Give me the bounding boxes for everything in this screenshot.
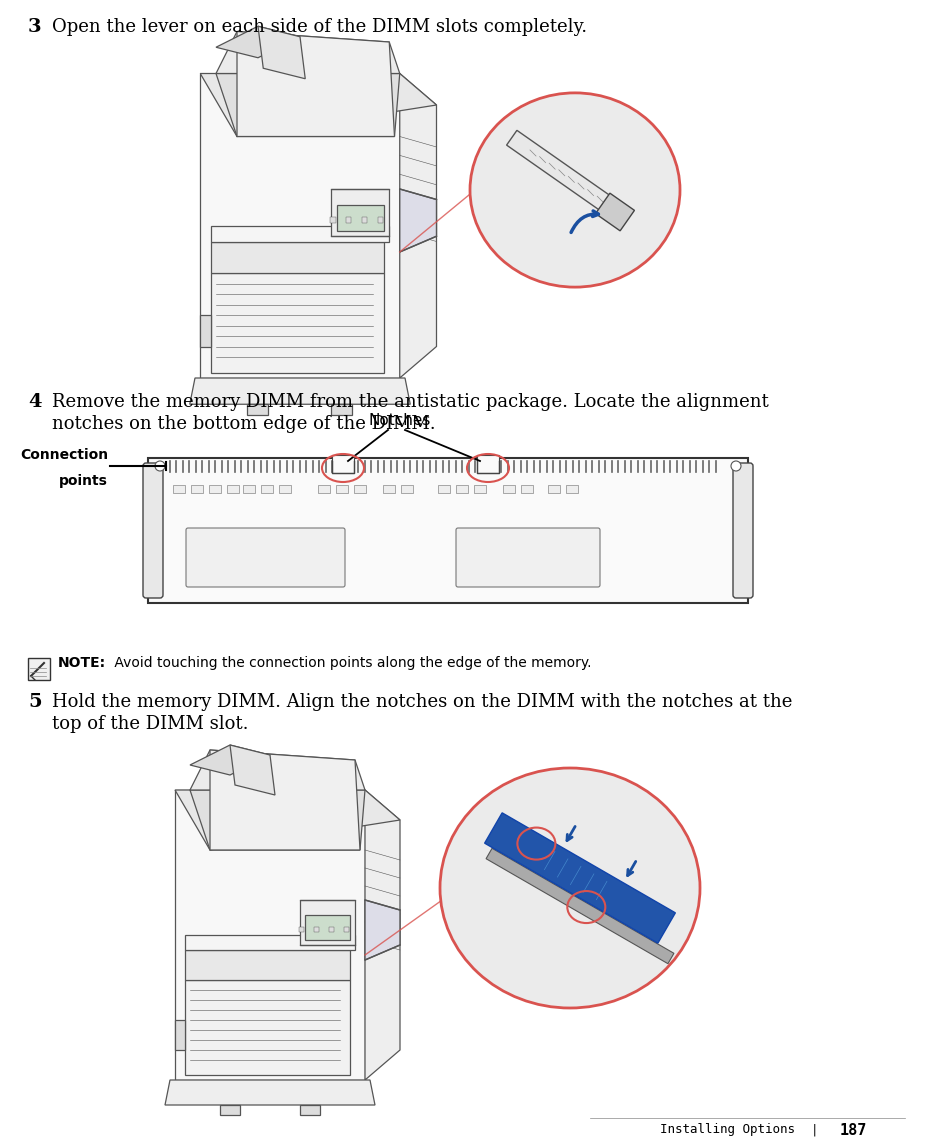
Polygon shape bbox=[185, 980, 350, 1076]
FancyBboxPatch shape bbox=[143, 463, 162, 598]
Bar bbox=[336, 485, 348, 493]
Polygon shape bbox=[330, 217, 335, 223]
Bar bbox=[261, 485, 273, 493]
Text: points: points bbox=[59, 474, 108, 488]
Bar bbox=[354, 485, 366, 493]
Polygon shape bbox=[343, 927, 349, 932]
Bar bbox=[226, 485, 238, 493]
Text: 5: 5 bbox=[28, 693, 42, 711]
Text: |: | bbox=[810, 1124, 818, 1136]
Polygon shape bbox=[484, 813, 675, 943]
Text: Connection: Connection bbox=[19, 448, 108, 462]
Bar bbox=[476, 455, 498, 473]
Bar bbox=[331, 455, 354, 473]
Polygon shape bbox=[189, 378, 410, 405]
Polygon shape bbox=[174, 790, 365, 1080]
FancyBboxPatch shape bbox=[732, 463, 753, 598]
Ellipse shape bbox=[470, 93, 679, 287]
Polygon shape bbox=[336, 205, 383, 231]
Polygon shape bbox=[258, 26, 305, 79]
Text: Hold the memory DIMM. Align the notches on the DIMM with the notches at the: Hold the memory DIMM. Align the notches … bbox=[52, 693, 792, 711]
Text: Installing Options: Installing Options bbox=[659, 1124, 794, 1136]
Polygon shape bbox=[314, 927, 318, 932]
Text: Notches: Notches bbox=[368, 413, 431, 427]
Polygon shape bbox=[216, 26, 300, 58]
Polygon shape bbox=[220, 1105, 239, 1116]
Bar bbox=[502, 485, 514, 493]
Polygon shape bbox=[300, 900, 354, 945]
Text: top of the DIMM slot.: top of the DIMM slot. bbox=[52, 716, 248, 733]
Polygon shape bbox=[346, 217, 351, 223]
FancyBboxPatch shape bbox=[186, 528, 344, 588]
Polygon shape bbox=[299, 927, 303, 932]
Polygon shape bbox=[331, 189, 389, 237]
Bar bbox=[548, 485, 560, 493]
Polygon shape bbox=[200, 315, 211, 346]
Polygon shape bbox=[190, 790, 365, 850]
Polygon shape bbox=[211, 241, 383, 273]
Polygon shape bbox=[165, 1080, 375, 1105]
Bar bbox=[473, 485, 485, 493]
Polygon shape bbox=[506, 130, 623, 219]
FancyBboxPatch shape bbox=[28, 658, 50, 680]
Text: Avoid touching the connection points along the edge of the memory.: Avoid touching the connection points alo… bbox=[110, 656, 591, 670]
Text: 4: 4 bbox=[28, 393, 42, 411]
Polygon shape bbox=[399, 189, 436, 251]
Polygon shape bbox=[200, 73, 399, 378]
Polygon shape bbox=[485, 848, 673, 964]
Circle shape bbox=[730, 461, 741, 471]
Text: 3: 3 bbox=[28, 18, 42, 35]
Polygon shape bbox=[365, 790, 400, 1080]
Bar bbox=[565, 485, 577, 493]
Polygon shape bbox=[185, 935, 354, 950]
Polygon shape bbox=[216, 32, 399, 73]
Polygon shape bbox=[190, 745, 270, 775]
Polygon shape bbox=[237, 32, 394, 136]
Bar bbox=[243, 485, 254, 493]
Polygon shape bbox=[185, 950, 350, 980]
Polygon shape bbox=[304, 916, 350, 940]
Polygon shape bbox=[595, 193, 634, 231]
Polygon shape bbox=[300, 1105, 319, 1116]
Polygon shape bbox=[399, 73, 436, 378]
Polygon shape bbox=[200, 73, 436, 136]
Text: NOTE:: NOTE: bbox=[58, 656, 106, 670]
Bar bbox=[456, 485, 468, 493]
Ellipse shape bbox=[440, 768, 699, 1008]
Text: notches on the bottom edge of the DIMM.: notches on the bottom edge of the DIMM. bbox=[52, 415, 435, 433]
Bar bbox=[437, 485, 449, 493]
Bar bbox=[521, 485, 533, 493]
FancyBboxPatch shape bbox=[456, 528, 599, 588]
Polygon shape bbox=[247, 405, 268, 415]
Bar bbox=[382, 485, 394, 493]
Polygon shape bbox=[230, 745, 275, 796]
Polygon shape bbox=[210, 750, 360, 850]
Bar bbox=[209, 485, 221, 493]
Circle shape bbox=[155, 461, 165, 471]
Text: Open the lever on each side of the DIMM slots completely.: Open the lever on each side of the DIMM … bbox=[52, 18, 586, 35]
Polygon shape bbox=[329, 927, 334, 932]
FancyBboxPatch shape bbox=[148, 458, 747, 604]
Polygon shape bbox=[362, 217, 367, 223]
Bar bbox=[278, 485, 290, 493]
Bar bbox=[173, 485, 185, 493]
Polygon shape bbox=[211, 226, 389, 241]
Polygon shape bbox=[174, 1020, 185, 1050]
Bar bbox=[191, 485, 203, 493]
Polygon shape bbox=[378, 217, 382, 223]
Bar bbox=[317, 485, 329, 493]
Polygon shape bbox=[365, 900, 400, 960]
Polygon shape bbox=[211, 273, 383, 373]
Polygon shape bbox=[331, 405, 352, 415]
Polygon shape bbox=[190, 750, 365, 790]
Text: Remove the memory DIMM from the antistatic package. Locate the alignment: Remove the memory DIMM from the antistat… bbox=[52, 393, 768, 411]
Text: 187: 187 bbox=[839, 1124, 867, 1138]
Bar bbox=[401, 485, 413, 493]
Polygon shape bbox=[216, 73, 399, 136]
Polygon shape bbox=[174, 790, 400, 850]
